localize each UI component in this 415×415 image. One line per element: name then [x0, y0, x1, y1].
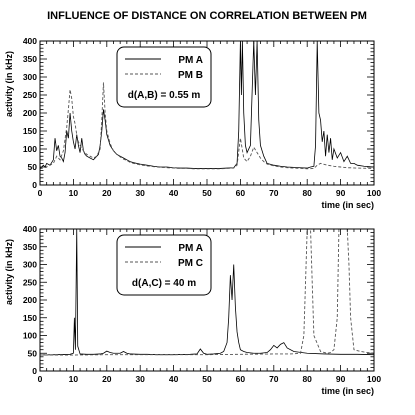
y-axis-label: activity (in kHz): [4, 51, 14, 117]
legend-note: d(A,B) = 0.55 m: [128, 90, 201, 101]
y-axis-label: activity (in kHz): [4, 239, 14, 305]
series-line-1: [40, 229, 374, 356]
x-tick-label: 60: [236, 374, 246, 384]
x-tick-label: 0: [38, 188, 43, 198]
y-tick-label: 150: [23, 126, 37, 136]
x-tick-label: 40: [169, 188, 179, 198]
x-tick-label: 30: [135, 188, 145, 198]
legend-label-1: PM A: [178, 243, 203, 254]
legend-note: d(A,C) = 40 m: [132, 278, 196, 289]
legend-label-1: PM A: [178, 55, 203, 66]
y-tick-label: 400: [23, 224, 37, 234]
y-tick-label: 400: [23, 36, 37, 46]
x-tick-label: 100: [367, 374, 381, 384]
panel-bottom: 0 10 20 30 40 50 60 70 80 90 100 0 50 100 150 200 250 300…: [4, 224, 381, 396]
y-tick-label: 150: [23, 313, 37, 323]
x-tick-label: 60: [236, 188, 246, 198]
x-tick-label: 90: [336, 188, 346, 198]
y-tick-label: 0: [32, 180, 37, 190]
x-tick-label: 0: [38, 374, 43, 384]
legend-label-2: PM B: [178, 70, 203, 81]
x-axis-label: time (in sec): [321, 386, 374, 396]
legend-label-2: PM C: [178, 258, 203, 269]
y-tick-label: 50: [28, 162, 38, 172]
y-tick-label: 350: [23, 54, 37, 64]
legend: PM A PM C d(A,C) = 40 m: [116, 234, 212, 296]
y-tick-label: 200: [23, 108, 37, 118]
x-tick-label: 70: [269, 374, 279, 384]
x-tick-label: 20: [102, 188, 112, 198]
y-tick-label: 350: [23, 242, 37, 252]
x-tick-label: 10: [69, 188, 79, 198]
plot-area: [40, 41, 374, 170]
legend: PM A PM B d(A,B) = 0.55 m: [116, 46, 212, 108]
y-tick-label: 250: [23, 277, 37, 287]
y-tick-label: 200: [23, 295, 37, 305]
y-tick-label: 0: [32, 366, 37, 376]
x-tick-label: 80: [302, 374, 312, 384]
series-line-2: [40, 82, 374, 170]
y-tick-label: 300: [23, 260, 37, 270]
x-tick-label: 10: [69, 374, 79, 384]
figure-title: INFLUENCE OF DISTANCE ON CORRELATION BET…: [47, 10, 367, 22]
series-line-2: [40, 229, 374, 356]
legend-box: [116, 46, 212, 108]
x-axis-label: time (in sec): [321, 200, 374, 210]
panel-top: 0 10 20 30 40 50 60 70 80 90 100 0 50 100 150 200 250 300…: [4, 36, 381, 210]
plot-area: [40, 229, 374, 356]
x-tick-label: 100: [367, 188, 381, 198]
legend-box: [116, 234, 212, 296]
x-tick-label: 50: [202, 374, 212, 384]
y-tick-label: 300: [23, 72, 37, 82]
y-tick-label: 250: [23, 90, 37, 100]
x-tick-label: 50: [202, 188, 212, 198]
x-tick-label: 20: [102, 374, 112, 384]
x-tick-label: 90: [336, 374, 346, 384]
x-tick-label: 70: [269, 188, 279, 198]
x-tick-label: 80: [302, 188, 312, 198]
y-tick-label: 100: [23, 331, 37, 341]
x-tick-label: 40: [169, 374, 179, 384]
y-tick-label: 50: [28, 348, 38, 358]
y-tick-label: 100: [23, 144, 37, 154]
x-tick-label: 30: [135, 374, 145, 384]
